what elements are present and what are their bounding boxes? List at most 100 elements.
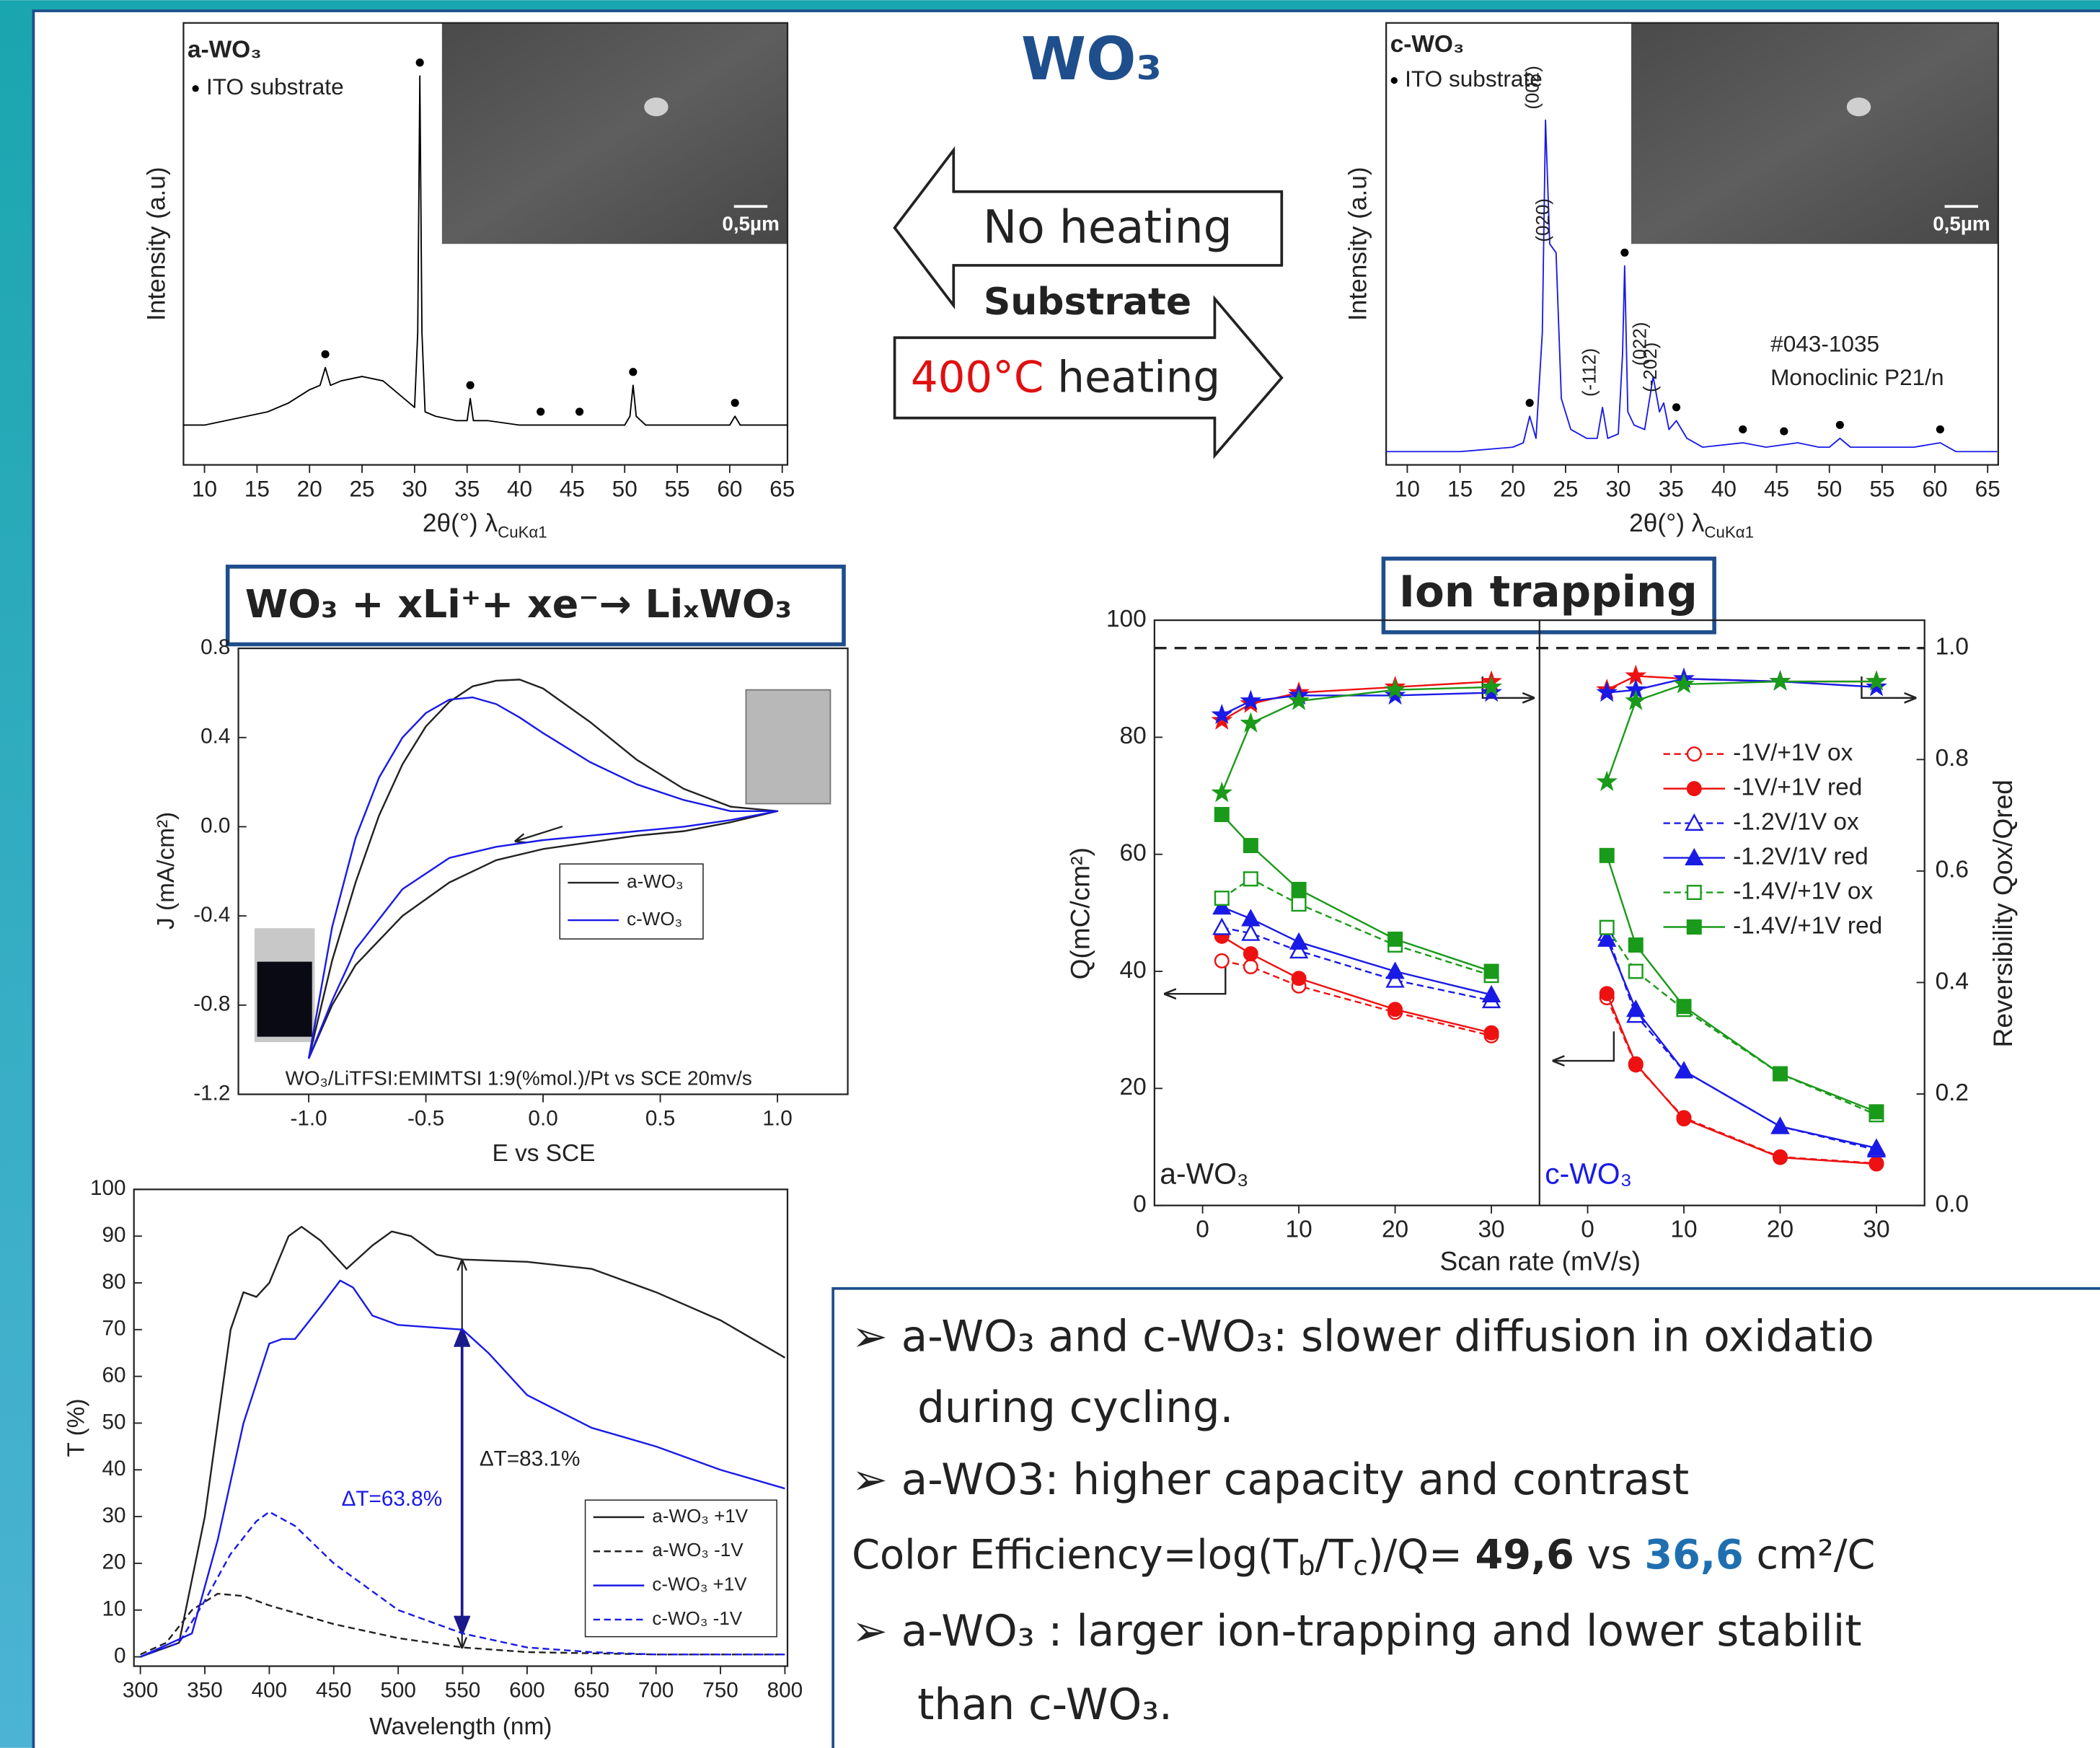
annotation: ΔT=63.8% <box>342 1487 443 1511</box>
y2-tick-label: 1.0 <box>1936 634 1969 661</box>
legend-text: ITO substrate <box>1405 66 1543 92</box>
series-line <box>1386 119 1998 453</box>
y-axis-title: J (mA/cm²) <box>153 812 180 930</box>
x-tick-label: 20 <box>1500 475 1525 501</box>
heating-text: heating <box>1044 353 1220 403</box>
panel-label: a-WO₃ <box>1160 1157 1248 1191</box>
marker <box>1241 909 1261 927</box>
substrate-label: Substrate <box>984 281 1191 324</box>
x-tick-label: 20 <box>1767 1217 1794 1243</box>
marker <box>1674 1061 1694 1079</box>
marker <box>1211 782 1233 803</box>
conclusion-line: ➢ a-WO3: higher capacity and contrast <box>852 1455 1689 1505</box>
x-tick-label: 40 <box>507 475 532 501</box>
marker <box>1628 1056 1644 1072</box>
marker <box>1596 770 1618 791</box>
marker <box>1628 963 1644 979</box>
marker <box>1628 937 1644 953</box>
marker <box>1676 1111 1692 1127</box>
series-line <box>140 1592 785 1656</box>
series-line <box>140 1226 786 1658</box>
annotation: ΔT=83.1% <box>480 1447 581 1470</box>
efficiency-part: /T <box>1315 1532 1354 1579</box>
series-line <box>307 696 779 1059</box>
marker <box>1241 923 1261 941</box>
y-tick-label: -0.4 <box>193 903 230 927</box>
plot-frame <box>182 22 789 466</box>
efficiency-part: vs <box>1574 1532 1644 1579</box>
x-tick-label: 300 <box>123 1679 159 1703</box>
x-axis-title-sub: CuKα1 <box>1704 523 1754 541</box>
marker <box>1483 1025 1499 1041</box>
legend-text: ITO substrate <box>206 74 344 100</box>
y-tick-label: 50 <box>102 1410 126 1434</box>
marker <box>1481 984 1501 1002</box>
legend-label: c-WO₃ +1V <box>652 1573 747 1594</box>
legend-label: c-WO₃ <box>627 908 682 930</box>
marker <box>1625 689 1647 710</box>
efficiency-part: )/Q= <box>1368 1532 1475 1579</box>
x-tick-label: 700 <box>638 1679 674 1703</box>
marker <box>1243 946 1258 962</box>
y-axis-title: T (%) <box>63 1398 90 1457</box>
x-tick-label: 600 <box>509 1679 545 1703</box>
peak-label: (022) <box>1629 322 1651 366</box>
x-tick-label: 0 <box>1581 1217 1594 1243</box>
y-tick-label: 60 <box>102 1363 126 1387</box>
y-tick-label: -0.8 <box>193 992 230 1016</box>
x-tick-label: 400 <box>252 1679 288 1703</box>
x-tick-label: 0 <box>1196 1217 1209 1243</box>
marker <box>1770 1116 1790 1134</box>
ito-peak-dot <box>1835 420 1844 429</box>
legend-label: c-WO₃ -1V <box>652 1607 742 1629</box>
x-tick-label: 20 <box>1382 1217 1408 1243</box>
marker <box>1483 963 1499 979</box>
legend-label: -1.2V/1V red <box>1733 843 1869 870</box>
y-tick-label: 0 <box>1133 1191 1147 1217</box>
y-tick-label: 30 <box>102 1504 126 1527</box>
peak-label: (020) <box>1532 198 1553 242</box>
x-tick-label: 10 <box>192 475 217 501</box>
marker <box>1599 986 1615 1002</box>
chart: 0,5µm 10 15 20 25 30 35 40 45 50 55 60 65 (002) (020) (… <box>1344 22 2000 541</box>
marker <box>1772 1066 1788 1082</box>
ito-peak-dot <box>321 350 330 358</box>
x-tick-label: 500 <box>380 1679 416 1703</box>
x-tick-label: 0.5 <box>645 1107 675 1131</box>
annotation: #043-1035 <box>1770 331 1879 357</box>
marker <box>1626 999 1646 1018</box>
legend-marker <box>1686 781 1702 797</box>
marker <box>1481 676 1502 697</box>
x-axis-title: 2θ(°) λCuKα1 <box>423 510 547 542</box>
x-tick-label: 50 <box>1817 475 1842 501</box>
efficiency-part: 36,6 <box>1644 1532 1743 1579</box>
x-tick-label: 10 <box>1395 475 1420 501</box>
y-axis-title: Intensity (a.u) <box>142 167 170 321</box>
marker <box>1289 932 1309 950</box>
marker <box>1240 689 1262 710</box>
x-tick-label: 1.0 <box>762 1107 792 1131</box>
chart: 0 10 20 30 40 50 60 70 80 90 100 300 350 400 450 500 550… <box>63 1176 803 1740</box>
legend-marker <box>1686 885 1702 901</box>
efficiency-part: Color Efficiency=log(T <box>852 1532 1299 1579</box>
reaction: WO₃ + xLi⁺+ xe⁻→ LiₓWO₃ <box>245 581 792 627</box>
marker <box>1384 684 1406 705</box>
marker <box>1597 929 1617 947</box>
ito-peak-dot <box>537 407 545 416</box>
x-tick-label: 350 <box>187 1679 223 1703</box>
legend-label: -1.4V/+1V ox <box>1733 878 1873 904</box>
y-axis-title: Intensity (a.u) <box>1344 167 1372 321</box>
marker <box>1385 961 1405 979</box>
panel-label: c-WO₃ <box>1545 1157 1632 1191</box>
sample-label: c-WO₃ <box>1390 31 1465 58</box>
x-tick-label: 30 <box>1606 475 1631 501</box>
legend-label: -1.2V/1V ox <box>1733 808 1859 835</box>
ito-peak-dot <box>466 381 475 389</box>
y-tick-label: -1.2 <box>193 1081 230 1105</box>
marker <box>1243 838 1258 854</box>
sample-label: a-WO₃ <box>188 37 262 63</box>
marker <box>1481 681 1502 702</box>
legend-marker <box>1685 813 1704 831</box>
marker <box>1599 919 1615 935</box>
